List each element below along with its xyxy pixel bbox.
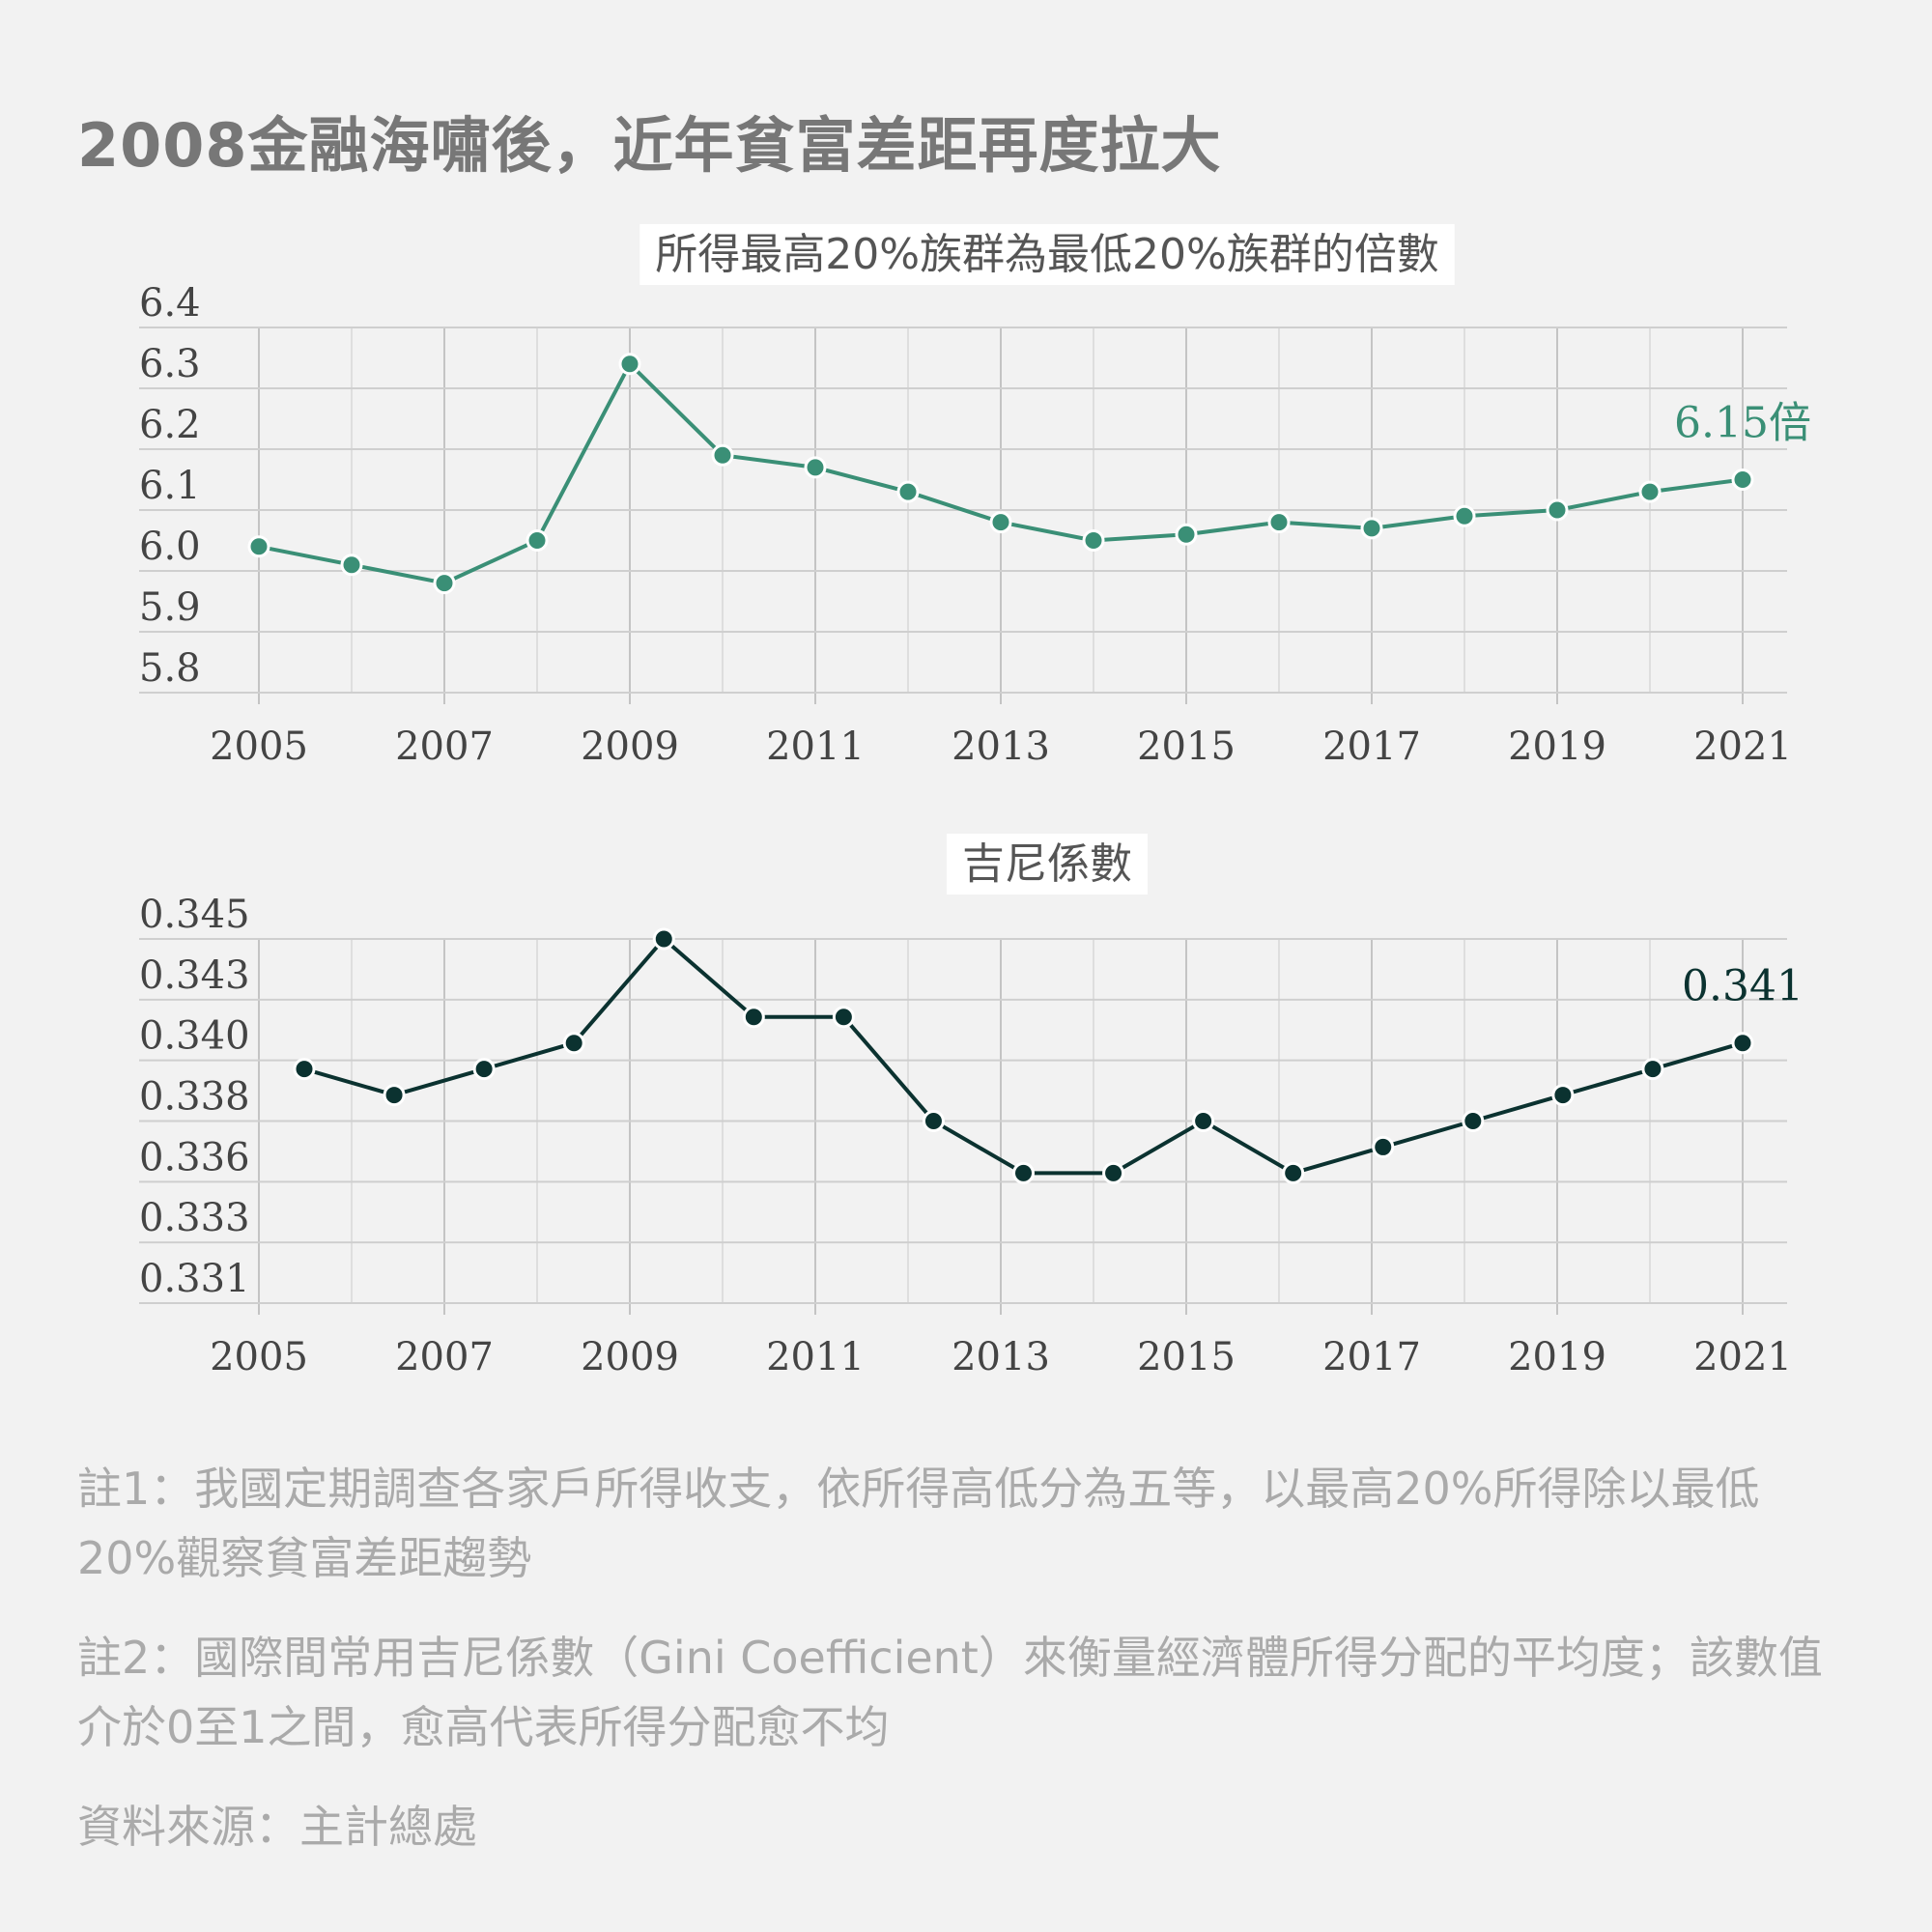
data-point xyxy=(1192,1110,1215,1132)
data-point xyxy=(618,353,641,376)
data-point xyxy=(804,456,827,479)
y-tick-label: 0.336 xyxy=(139,1135,250,1179)
note-1: 註1：我國定期調查各家戶所得收支，依所得高低分為五等，以最高20%所得除以最低2… xyxy=(77,1463,1760,1584)
y-tick-label: 0.340 xyxy=(139,1014,250,1059)
data-point xyxy=(1462,1110,1485,1132)
y-tick-label: 5.9 xyxy=(139,585,201,630)
x-tick-label: 2017 xyxy=(1322,1335,1421,1379)
x-tick-label: 2013 xyxy=(952,724,1050,769)
data-point xyxy=(1551,1084,1575,1107)
x-tick-label: 2007 xyxy=(395,724,494,769)
y-tick-label: 0.338 xyxy=(139,1075,250,1120)
data-source: 資料來源：主計總處 xyxy=(77,1801,477,1853)
y-tick-label: 6.1 xyxy=(139,464,201,508)
data-point xyxy=(1641,1058,1664,1081)
x-tick-label: 2013 xyxy=(952,1335,1050,1379)
y-tick-label: 0.333 xyxy=(139,1196,250,1240)
chart-title-box xyxy=(639,224,1455,285)
data-point xyxy=(922,1110,945,1132)
data-point xyxy=(832,1006,855,1029)
data-point xyxy=(1731,1032,1754,1055)
y-tick-label: 0.343 xyxy=(139,953,250,998)
x-tick-label: 2021 xyxy=(1693,724,1792,769)
data-point xyxy=(652,927,675,951)
data-point xyxy=(1453,504,1476,527)
x-tick-label: 2007 xyxy=(395,1335,494,1379)
x-tick-label: 2019 xyxy=(1508,1335,1606,1379)
y-tick-label: 6.3 xyxy=(139,342,201,386)
y-tick-label: 6.2 xyxy=(139,403,201,447)
note-2: 註2：國際間常用吉尼係數（Gini Coefficient）來衡量經濟體所得分配… xyxy=(77,1632,1823,1753)
data-point xyxy=(1372,1135,1395,1158)
chart-title: 吉尼係數 xyxy=(962,839,1132,889)
y-tick-label: 0.331 xyxy=(139,1257,250,1301)
y-tick-label: 6.4 xyxy=(139,281,201,326)
data-point xyxy=(1175,523,1198,546)
x-tick-label: 2009 xyxy=(581,1335,679,1379)
data-point xyxy=(340,554,363,577)
data-point xyxy=(1360,517,1383,540)
data-point xyxy=(293,1058,316,1081)
y-tick-label: 5.8 xyxy=(139,646,201,691)
data-point xyxy=(383,1084,406,1107)
value-annotation: 0.341 xyxy=(1682,962,1804,1011)
data-point xyxy=(1267,511,1291,534)
x-tick-label: 2005 xyxy=(210,724,308,769)
chart-title-box xyxy=(947,834,1148,895)
value-annotation: 6.15倍 xyxy=(1674,399,1811,448)
data-point xyxy=(526,529,549,552)
x-tick-label: 2021 xyxy=(1693,1335,1792,1379)
data-point xyxy=(711,443,734,467)
chart-gini: 0.345 0.343 0.340 0.338 0.336 0.333 0.331 2005 2… xyxy=(139,834,1804,1379)
data-point xyxy=(1731,469,1754,491)
x-tick-label: 2011 xyxy=(766,724,865,769)
data-point xyxy=(433,572,456,595)
chart-title: 所得最高20%族群為最低20%族群的倍數 xyxy=(655,230,1439,279)
data-point xyxy=(742,1006,765,1029)
data-point xyxy=(247,535,270,558)
series-line xyxy=(303,936,1744,1176)
x-tick-label: 2019 xyxy=(1508,724,1606,769)
data-point xyxy=(896,480,920,503)
data-point xyxy=(472,1058,496,1081)
y-tick-label: 0.345 xyxy=(139,893,250,937)
x-tick-label: 2005 xyxy=(210,1335,308,1379)
data-point xyxy=(1638,480,1662,503)
data-point xyxy=(989,511,1012,534)
page-title: 2008金融海嘯後，近年貧富差距再度拉大 xyxy=(77,110,1222,181)
y-tick-label: 6.0 xyxy=(139,525,201,569)
data-point xyxy=(1102,1161,1125,1184)
data-point xyxy=(1546,498,1569,522)
x-tick-label: 2009 xyxy=(581,724,679,769)
data-point xyxy=(1082,529,1105,552)
data-point xyxy=(1282,1161,1305,1184)
x-tick-label: 2015 xyxy=(1137,1335,1236,1379)
data-point xyxy=(562,1032,585,1055)
x-tick-label: 2015 xyxy=(1137,724,1236,769)
x-tick-label: 2011 xyxy=(766,1335,865,1379)
data-point xyxy=(1012,1161,1035,1184)
x-tick-label: 2017 xyxy=(1322,724,1421,769)
